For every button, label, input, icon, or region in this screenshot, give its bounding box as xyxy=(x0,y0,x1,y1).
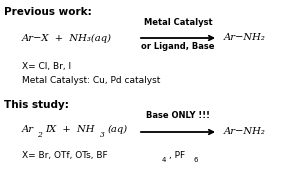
Text: Metal Catalyst: Metal Catalyst xyxy=(144,18,212,27)
Text: , PF: , PF xyxy=(169,151,185,160)
Text: (aq): (aq) xyxy=(108,125,128,134)
Text: Metal Catalyst: Cu, Pd catalyst: Metal Catalyst: Cu, Pd catalyst xyxy=(22,76,160,85)
Text: Base ONLY !!!: Base ONLY !!! xyxy=(146,111,210,120)
Text: 6: 6 xyxy=(194,157,199,163)
Text: IX  +  NH: IX + NH xyxy=(45,125,95,134)
Text: Ar: Ar xyxy=(22,125,34,134)
Text: 2: 2 xyxy=(37,131,42,139)
Text: Ar−NH₂: Ar−NH₂ xyxy=(224,128,266,136)
Text: This study:: This study: xyxy=(4,100,69,110)
Text: or Ligand, Base: or Ligand, Base xyxy=(141,42,215,51)
Text: Previous work:: Previous work: xyxy=(4,7,92,17)
Text: Ar−X  +  NH₃(aq): Ar−X + NH₃(aq) xyxy=(22,33,112,43)
Text: 4: 4 xyxy=(162,157,166,163)
Text: Ar−NH₂: Ar−NH₂ xyxy=(224,33,266,43)
Text: 3: 3 xyxy=(100,131,105,139)
Text: X= Cl, Br, I: X= Cl, Br, I xyxy=(22,62,71,71)
Text: X= Br, OTf, OTs, BF: X= Br, OTf, OTs, BF xyxy=(22,151,108,160)
